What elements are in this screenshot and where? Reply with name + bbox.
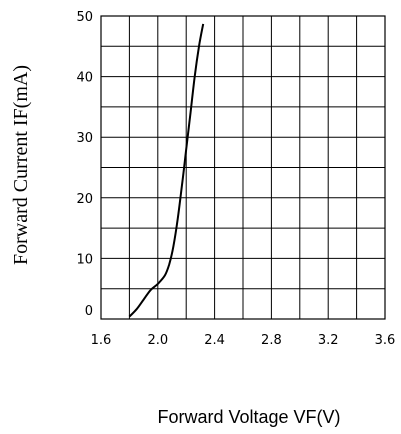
- tick-labels: 1.6 2.0 2.4 2.8 3.2 3.6 0 10 20 30 40 50: [76, 10, 395, 348]
- series-line: [128, 23, 205, 318]
- y-tick-label: 0: [85, 304, 93, 319]
- x-tick-label: 2.8: [261, 333, 282, 348]
- y-tick-label: 10: [76, 252, 93, 267]
- x-tick-label: 3.2: [318, 333, 339, 348]
- y-tick-label: 20: [76, 192, 93, 207]
- grid: [100, 15, 386, 320]
- x-tick-label: 2.0: [147, 333, 168, 348]
- x-tick-label: 3.6: [375, 333, 396, 348]
- y-tick-label: 50: [76, 10, 93, 25]
- x-tick-label: 2.4: [204, 333, 225, 348]
- y-tick-label: 40: [76, 71, 93, 86]
- x-tick-label: 1.6: [91, 333, 112, 348]
- series-layer: [128, 23, 205, 318]
- y-axis-label: Forward Current IF(mA): [10, 65, 32, 265]
- x-axis-label: Forward Voltage VF(V): [157, 407, 340, 427]
- plot-frame: [100, 15, 386, 320]
- y-tick-label: 30: [76, 131, 93, 146]
